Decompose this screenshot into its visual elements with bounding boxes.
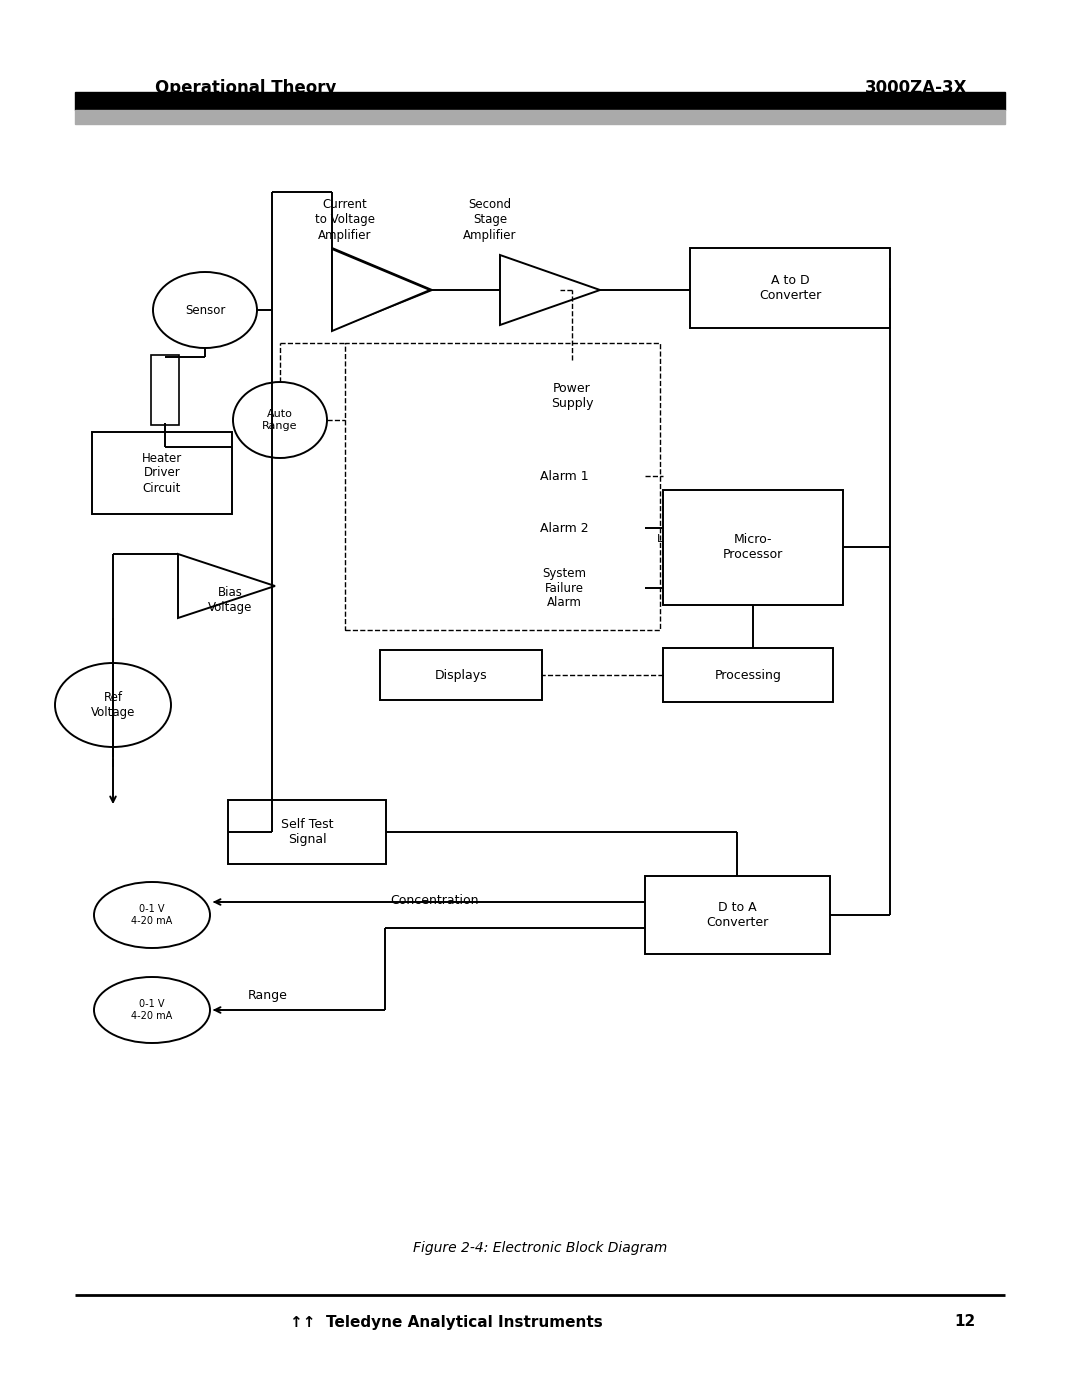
Polygon shape (178, 555, 275, 617)
Text: Bias
Voltage: Bias Voltage (207, 585, 253, 615)
Bar (483, 507, 645, 549)
Text: 12: 12 (955, 1315, 975, 1330)
Text: Displays: Displays (434, 669, 487, 682)
Bar (663, 648, 833, 703)
Text: A to D
Converter: A to D Converter (759, 274, 821, 302)
Ellipse shape (153, 272, 257, 348)
Bar (228, 800, 386, 863)
Text: Operational Theory: Operational Theory (156, 80, 336, 96)
Text: Self Test
Signal: Self Test Signal (281, 819, 334, 847)
Text: Range: Range (248, 989, 288, 1002)
Polygon shape (332, 249, 430, 331)
Bar (483, 557, 645, 617)
Bar (483, 455, 645, 497)
Text: ↑↑  Teledyne Analytical Instruments: ↑↑ Teledyne Analytical Instruments (291, 1315, 603, 1330)
Text: Processing: Processing (715, 669, 782, 682)
Bar (345, 344, 660, 630)
Text: Current
to Voltage
Amplifier: Current to Voltage Amplifier (315, 198, 375, 242)
Text: 0-1 V
4-20 mA: 0-1 V 4-20 mA (132, 904, 173, 926)
Text: Second
Stage
Amplifier: Second Stage Amplifier (463, 198, 516, 242)
Bar (690, 249, 890, 328)
Text: D to A
Converter: D to A Converter (706, 901, 768, 929)
Bar (645, 876, 831, 954)
Polygon shape (500, 256, 600, 326)
Ellipse shape (233, 381, 327, 458)
Polygon shape (332, 249, 432, 330)
Text: Auto
Range: Auto Range (262, 409, 298, 430)
Bar (151, 355, 179, 425)
Text: Ref
Voltage: Ref Voltage (91, 692, 135, 719)
Bar (75, 92, 1005, 110)
Text: 0-1 V
4-20 mA: 0-1 V 4-20 mA (132, 999, 173, 1021)
Text: Sensor: Sensor (185, 303, 226, 317)
Text: L: L (657, 534, 663, 543)
Ellipse shape (55, 664, 171, 747)
Bar (380, 650, 542, 700)
Text: Micro-
Processor: Micro- Processor (723, 534, 783, 562)
Text: Figure 2-4: Electronic Block Diagram: Figure 2-4: Electronic Block Diagram (413, 1241, 667, 1255)
Text: System
Failure
Alarm: System Failure Alarm (542, 567, 586, 609)
Ellipse shape (94, 882, 210, 949)
Ellipse shape (94, 977, 210, 1044)
Text: Alarm 2: Alarm 2 (540, 521, 589, 535)
Bar (75, 110, 1005, 124)
Text: Heater
Driver
Circuit: Heater Driver Circuit (141, 451, 183, 495)
Text: Power
Supply: Power Supply (551, 381, 593, 409)
Bar (663, 490, 843, 605)
Text: Concentration: Concentration (390, 894, 478, 907)
Text: 3000ZA-3X: 3000ZA-3X (865, 80, 968, 96)
Bar (490, 360, 654, 432)
Text: Alarm 1: Alarm 1 (540, 469, 589, 482)
Bar (92, 432, 232, 514)
